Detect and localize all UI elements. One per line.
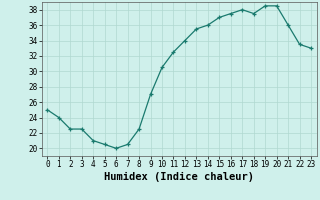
X-axis label: Humidex (Indice chaleur): Humidex (Indice chaleur): [104, 172, 254, 182]
